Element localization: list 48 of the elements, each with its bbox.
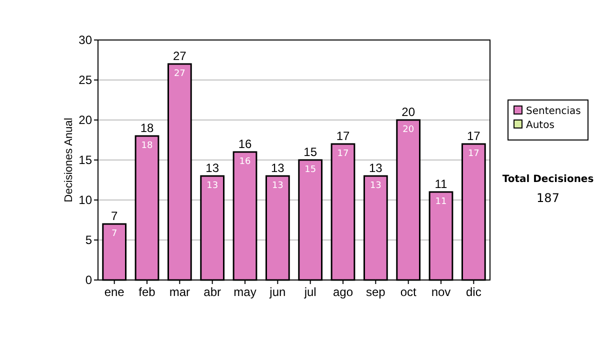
- y-tick-label: 5: [85, 233, 92, 247]
- y-tick-label: 10: [78, 193, 92, 207]
- text: Total Decisiones: [502, 174, 594, 185]
- data-label: 17: [468, 149, 480, 159]
- data-label: 18: [141, 141, 153, 151]
- data-label: 13: [206, 181, 218, 191]
- legend-label: Sentencias: [526, 106, 581, 117]
- legend-label: Autos: [526, 120, 554, 131]
- total-label: 27: [172, 49, 187, 63]
- y-tick-label: 0: [85, 273, 92, 287]
- total-label: 13: [206, 161, 220, 175]
- data-label: 27: [174, 69, 186, 79]
- data-label: 17: [337, 149, 349, 159]
- x-tick-label: oct: [400, 285, 417, 299]
- total-label: 20: [402, 105, 416, 119]
- text: 187: [536, 191, 560, 205]
- data-label: 15: [304, 165, 316, 175]
- x-tick-label: dic: [466, 285, 482, 299]
- x-tick-label: jul: [303, 285, 316, 299]
- data-label: 7: [111, 229, 118, 239]
- total-label: 18: [140, 121, 154, 135]
- total-label: 11: [434, 177, 448, 191]
- data-label: 13: [370, 181, 382, 191]
- data-label: 16: [239, 157, 251, 167]
- total-label: 17: [466, 129, 481, 143]
- x-tick-label: nov: [431, 285, 451, 299]
- total-label: 15: [304, 145, 318, 159]
- y-tick-label: 15: [78, 153, 92, 167]
- y-tick-label: 25: [78, 73, 92, 87]
- data-label: 11: [435, 197, 447, 207]
- data-label: 20: [402, 125, 414, 135]
- total-label: 13: [270, 161, 285, 175]
- x-tick-label: abr: [204, 285, 222, 299]
- x-tick-label: mar: [169, 285, 190, 299]
- y-axis-title: Decisiones Anual: [63, 118, 75, 202]
- x-tick-label: jun: [268, 285, 286, 299]
- total-label: 7: [110, 209, 118, 223]
- x-tick-label: ene: [104, 285, 125, 299]
- y-tick-label: 30: [78, 33, 92, 47]
- x-tick-label: may: [234, 285, 256, 299]
- y-tick-label: 20: [78, 113, 92, 127]
- total-label: 13: [368, 161, 383, 175]
- x-tick-label: sep: [366, 285, 386, 299]
- total-label: 16: [238, 137, 252, 151]
- data-label: 13: [272, 181, 284, 191]
- x-tick-label: feb: [138, 285, 156, 299]
- x-tick-label: ago: [332, 285, 354, 299]
- total-label: 17: [336, 129, 350, 143]
